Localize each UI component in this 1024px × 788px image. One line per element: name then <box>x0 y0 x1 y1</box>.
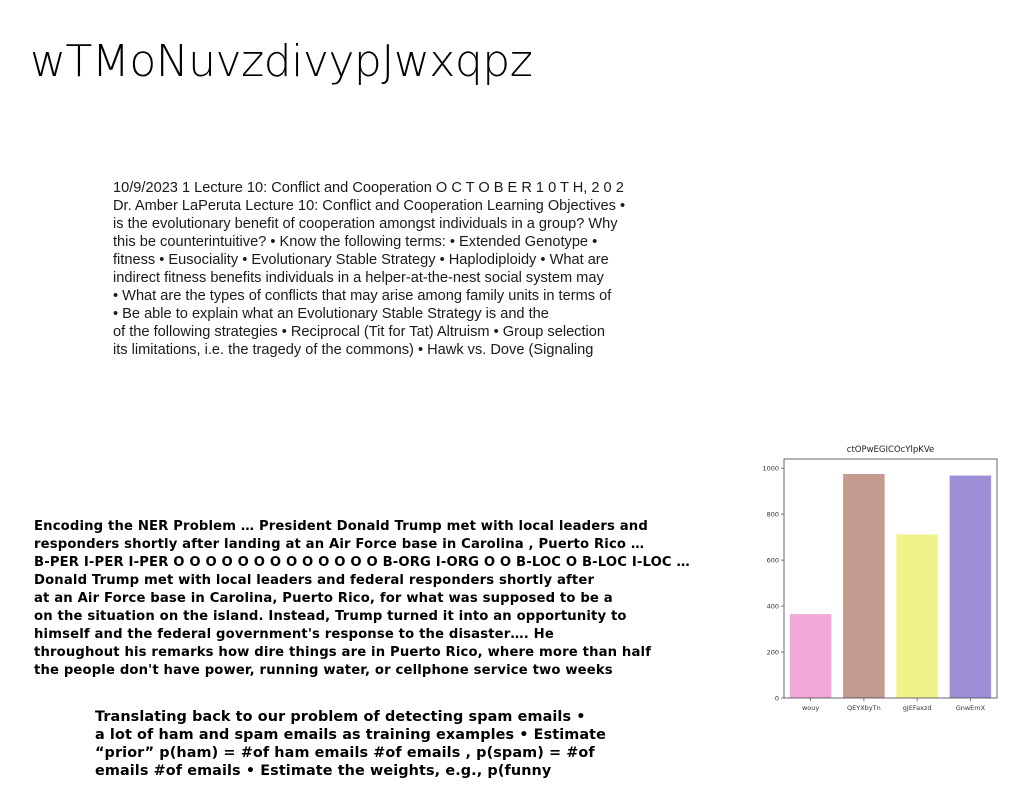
ner-line: responders shortly after landing at an A… <box>34 537 645 552</box>
bar-chart: ctOPwEGICOcYlpKVe 0 200 400 600 800 1000 wouy QE… <box>756 440 1002 720</box>
chart-title: ctOPwEGICOcYlpKVe <box>847 445 934 455</box>
spam-line: “prior” p(ham) = #of ham emails #of emai… <box>95 745 595 761</box>
ner-line: B-PER I-PER I-PER O O O O O O O O O O O … <box>34 555 690 570</box>
lecture-line: • What are the types of conflicts that m… <box>113 288 612 304</box>
bar <box>949 475 992 698</box>
y-tick-label: 400 <box>767 603 779 611</box>
plot-frame <box>783 458 998 699</box>
spam-text-block: Translating back to our problem of detec… <box>95 708 606 780</box>
lecture-text-block: 10/9/2023 1 Lecture 10: Conflict and Coo… <box>113 179 625 359</box>
y-tick-label: 600 <box>767 557 779 565</box>
lecture-line: fitness • Eusociality • Evolutionary Sta… <box>113 252 609 268</box>
ner-line: Encoding the NER Problem … President Don… <box>34 519 648 534</box>
bar <box>843 473 885 698</box>
y-tick-label: 200 <box>767 649 779 657</box>
ner-line: throughout his remarks how dire things a… <box>34 645 652 660</box>
page-title: wTMoNuvzdivypJwxqpz <box>30 36 533 87</box>
ner-text-block: Encoding the NER Problem … President Don… <box>34 518 690 680</box>
spam-line: emails #of emails • Estimate the weights… <box>95 763 552 779</box>
lecture-line: • Be able to explain what an Evolutionar… <box>113 306 549 322</box>
x-tick-label: GnwEmX <box>956 704 986 712</box>
ner-line: himself and the federal government's res… <box>34 627 554 642</box>
lecture-line: indirect fitness benefits individuals in… <box>113 270 604 286</box>
ner-line: Donald Trump met with local leaders and … <box>34 573 595 588</box>
lecture-line: this be counterintuitive? • Know the fol… <box>113 234 598 250</box>
x-tick-label: wouy <box>802 704 819 712</box>
lecture-line: Dr. Amber LaPeruta Lecture 10: Conflict … <box>113 198 626 214</box>
bar <box>896 534 938 698</box>
lecture-line: its limitations, i.e. the tragedy of the… <box>113 342 594 358</box>
x-tick-label: gJEFaxzd <box>903 704 932 712</box>
spam-line: Translating back to our problem of detec… <box>95 709 586 725</box>
ner-line: at an Air Force base in Carolina, Puerto… <box>34 591 613 606</box>
ner-line: the people don't have power, running wat… <box>34 663 613 678</box>
lecture-line: is the evolutionary benefit of cooperati… <box>113 216 618 232</box>
ner-line: on the situation on the island. Instead,… <box>34 609 627 624</box>
y-tick-label: 0 <box>775 695 779 703</box>
y-tick-label: 1000 <box>762 465 779 473</box>
lecture-line: 10/9/2023 1 Lecture 10: Conflict and Coo… <box>113 180 624 196</box>
y-tick-label: 800 <box>767 511 779 519</box>
spam-line: a lot of ham and spam emails as training… <box>95 727 607 743</box>
lecture-line: of the following strategies • Reciprocal… <box>113 324 606 340</box>
x-tick-label: QEYXbyTn <box>847 704 881 712</box>
bar <box>789 614 832 698</box>
bar-chart-svg: ctOPwEGICOcYlpKVe 0 200 400 600 800 1000 wouy QE… <box>762 445 998 712</box>
